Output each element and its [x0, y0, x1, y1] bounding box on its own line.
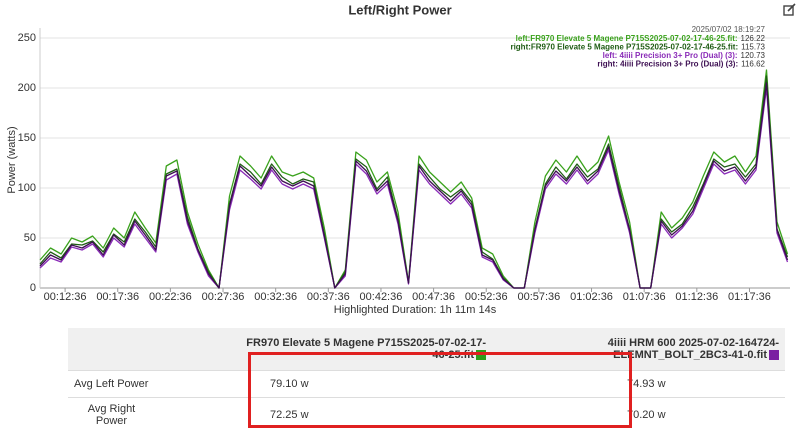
y-tick-label: 250 — [18, 32, 36, 44]
series-line — [39, 82, 789, 289]
y-tick-label: 200 — [18, 82, 36, 94]
series-line — [39, 75, 789, 289]
x-tick-label: 00:42:36 — [360, 291, 403, 303]
x-tick-label: 01:02:36 — [570, 291, 613, 303]
cell: 79.10 w — [230, 370, 492, 398]
x-tick-label: 00:27:36 — [202, 291, 245, 303]
tooltip-name: left:FR970 Elevate 5 Magene P715S2025-07… — [516, 34, 738, 43]
row: Avg Left Power 79.10 w 74.93 w — [68, 370, 785, 398]
tooltip-entry: left: 4iiii Precision 3+ Pro (Dual) (3):… — [603, 51, 766, 60]
tooltip-name: right: 4iiii Precision 3+ Pro (Dual) (3)… — [597, 60, 738, 69]
x-tick-label: 00:32:36 — [254, 291, 297, 303]
y-tick-label: 0 — [30, 282, 36, 294]
y-tick-label: 50 — [24, 232, 36, 244]
y-axis-label: Power (watts) — [6, 126, 18, 193]
header-cell: 4iiii HRM 600 2025-07-02-164724-ELEMNT_B… — [492, 328, 785, 371]
row-label: Avg Right Power — [68, 397, 230, 432]
tooltip-entry: right:FR970 Elevate 5 Magene P715S2025-0… — [510, 43, 765, 52]
highlight-box — [248, 352, 632, 428]
y-tick-label: 100 — [18, 182, 36, 194]
tooltip-entry: right: 4iiii Precision 3+ Pro (Dual) (3)… — [597, 60, 765, 69]
x-tick-label: 00:37:36 — [307, 291, 350, 303]
header-empty — [68, 328, 230, 371]
chart: Left/Right Power Power (watts) Highlight… — [6, 2, 796, 316]
x-tick-label: 01:07:36 — [623, 291, 666, 303]
color-swatch — [769, 350, 779, 361]
row: Avg Right Power 72.25 w 70.20 w — [68, 397, 785, 432]
chart-title: Left/Right Power — [348, 2, 451, 17]
x-tick-label: 00:17:36 — [96, 291, 139, 303]
tooltip-name: left: 4iiii Precision 3+ Pro (Dual) (3): — [603, 51, 738, 60]
header-text: 4iiii HRM 600 2025-07-02-164724-ELEMNT_B… — [607, 337, 779, 361]
cell: 74.93 w — [492, 370, 785, 398]
row-label-text: Avg Right Power — [87, 403, 136, 427]
x-tick-label: 00:52:36 — [465, 291, 508, 303]
stats-table: FR970 Elevate 5 Magene P715S2025-07-02-1… — [68, 328, 785, 432]
tooltip-value: 115.73 — [741, 43, 765, 52]
x-tick-label: 00:22:36 — [149, 291, 192, 303]
tooltip-entry: left:FR970 Elevate 5 Magene P715S2025-07… — [516, 34, 766, 43]
x-tick-label: 00:12:36 — [44, 291, 87, 303]
edit-icon[interactable] — [783, 3, 796, 16]
tooltip-value: 126.22 — [741, 34, 766, 43]
x-tick-label: 01:12:36 — [675, 291, 718, 303]
header-cell: FR970 Elevate 5 Magene P715S2025-07-02-1… — [230, 328, 492, 371]
x-tick-label: 00:47:36 — [412, 291, 455, 303]
header-row: FR970 Elevate 5 Magene P715S2025-07-02-1… — [68, 328, 785, 371]
y-tick-label: 150 — [18, 132, 36, 144]
tooltip-value: 120.73 — [741, 51, 766, 60]
x-tick-label: 01:17:36 — [728, 291, 771, 303]
tooltip-name: right:FR970 Elevate 5 Magene P715S2025-0… — [510, 43, 738, 52]
color-swatch — [476, 350, 486, 361]
edit-icon-box — [783, 5, 794, 16]
edit-icon-pen — [787, 3, 796, 12]
x-axis-label: Highlighted Duration: 1h 11m 14s — [334, 304, 497, 316]
x-tick-label: 00:57:36 — [517, 291, 560, 303]
tooltip-value: 116.62 — [741, 60, 765, 69]
row-label: Avg Left Power — [68, 370, 230, 398]
tooltip-time: 2025/07/02 18:19:27 — [692, 25, 766, 34]
series-line — [39, 69, 789, 289]
